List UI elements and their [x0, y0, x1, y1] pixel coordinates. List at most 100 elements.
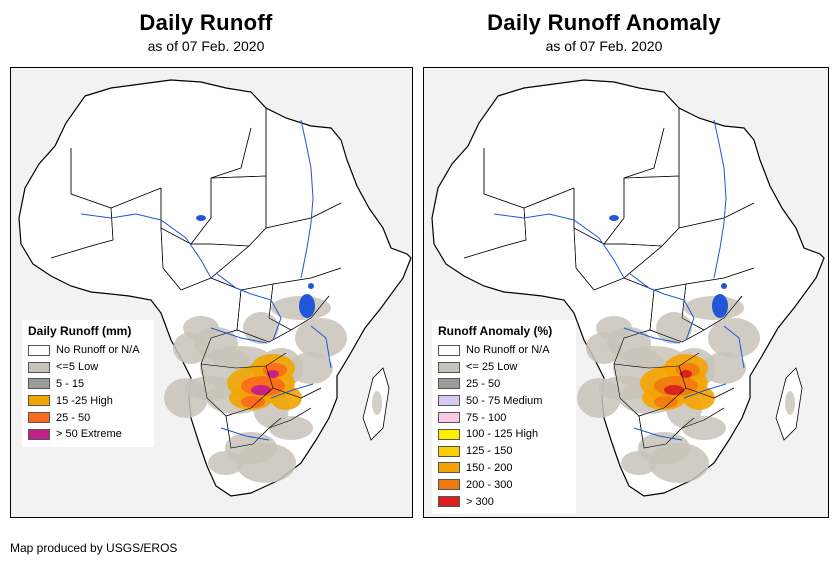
left-runoff-patch [208, 451, 244, 475]
left-river [270, 383, 314, 399]
left-country-border-overlay [225, 415, 282, 449]
right-runoff-patch [708, 318, 760, 358]
left-country-border-overlay [200, 329, 287, 369]
left-runoff-patch [236, 443, 296, 483]
right-legend-item: No Runoff or N/A [438, 342, 570, 359]
right-river [713, 119, 727, 279]
right-lake [609, 215, 619, 221]
right-legend-item: 50 - 75 Medium [438, 392, 570, 409]
left-legend-swatch [28, 412, 50, 424]
left-legend-item: No Runoff or N/A [28, 342, 148, 359]
right-legend-swatch [438, 445, 460, 457]
right-lake [712, 294, 728, 318]
left-river [310, 325, 332, 369]
right-river [628, 272, 695, 341]
right-country-border-overlay [573, 227, 663, 291]
right-legend-swatch [438, 462, 460, 474]
left-river [210, 327, 268, 344]
left-legend-item: <=5 Low [28, 359, 148, 376]
right-legend-swatch [438, 378, 460, 390]
right-runoff-hotspot [654, 396, 678, 408]
left-map-legend: Daily Runoff (mm) No Runoff or N/A <=5 Lo… [22, 320, 154, 447]
left-country-border-overlay [265, 365, 322, 399]
left-legend-label: <=5 Low [56, 361, 99, 374]
right-legend-swatch [438, 428, 460, 440]
right-country-border-overlay [463, 207, 527, 259]
left-legend-item: > 50 Extreme [28, 426, 148, 443]
left-legend-title: Daily Runoff (mm) [28, 324, 132, 338]
right-legend-label: 200 - 300 [466, 478, 513, 491]
right-country-border-overlay [613, 329, 700, 369]
left-legend-label: 5 - 15 [56, 377, 85, 390]
right-map-frame: Runoff Anomaly (%) No Runoff or N/A <= 25… [423, 67, 829, 518]
right-legend-item: 200 - 300 [438, 476, 570, 493]
left-legend-label: 25 - 50 [56, 411, 91, 424]
right-legend-item: 150 - 200 [438, 460, 570, 477]
left-legend-item: 5 - 15 [28, 376, 148, 393]
left-runoff-patch [372, 391, 382, 415]
right-legend-item: <= 25 Low [438, 359, 570, 376]
right-legend-label: 25 - 50 [466, 377, 501, 390]
right-legend-label: 75 - 100 [466, 411, 507, 424]
left-runoff-patch [289, 352, 333, 384]
left-legend-item: 25 - 50 [28, 409, 148, 426]
left-runoff-hotspot [251, 385, 271, 395]
right-runoff-patch [586, 332, 622, 364]
right-legend-label: <= 25 Low [466, 361, 518, 374]
right-river [623, 327, 681, 344]
right-legend-swatch [438, 412, 460, 424]
right-runoff-patch [577, 378, 621, 418]
left-country-border-overlay [50, 207, 114, 259]
left-legend-swatch [28, 428, 50, 440]
right-legend-item: 25 - 50 [438, 376, 570, 393]
right-legend-swatch [438, 395, 460, 407]
left-runoff-patch [295, 318, 347, 358]
left-river [300, 119, 314, 279]
left-map-title: Daily Runoff [139, 10, 273, 35]
right-legend-swatch [438, 361, 460, 373]
left-country-border-overlay [268, 407, 312, 429]
left-africa-map [18, 79, 412, 497]
left-legend-swatch [28, 395, 50, 407]
right-runoff-patch [785, 391, 795, 415]
right-river [683, 383, 727, 399]
left-country-border-overlay [236, 289, 292, 343]
left-runoff-patch [269, 416, 313, 440]
right-legend-label: 100 - 125 High [466, 428, 539, 441]
left-river [80, 213, 212, 279]
right-map-legend: Runoff Anomaly (%) No Runoff or N/A <= 25… [432, 320, 576, 514]
map-credit: Map produced by USGS/EROS [10, 541, 178, 555]
left-runoff-hotspot [241, 396, 265, 408]
right-legend-label: 150 - 200 [466, 461, 513, 474]
right-legend-swatch [438, 496, 460, 508]
right-lake [721, 283, 727, 289]
right-country-border-overlay [638, 415, 695, 449]
right-runoff-hotspot [680, 370, 692, 378]
right-legend-title: Runoff Anomaly (%) [438, 324, 553, 338]
right-legend-label: No Runoff or N/A [466, 344, 550, 357]
left-river [215, 272, 282, 341]
right-runoff-hotspot [664, 385, 684, 395]
right-country-border-overlay [681, 407, 725, 429]
right-legend-item: 75 - 100 [438, 409, 570, 426]
right-map-title: Daily Runoff Anomaly [487, 10, 721, 35]
left-lake [196, 215, 206, 221]
left-country-border-overlay [160, 227, 250, 291]
left-runoff-hotspot [267, 370, 279, 378]
right-country-border-overlay [649, 289, 705, 343]
left-runoff-patch [243, 312, 279, 344]
right-river [493, 213, 625, 279]
left-runoff-patch [164, 378, 208, 418]
right-runoff-patch [702, 352, 746, 384]
left-lake [299, 294, 315, 318]
left-country-border-overlay [70, 148, 162, 209]
left-legend-label: No Runoff or N/A [56, 344, 140, 357]
right-legend-swatch [438, 344, 460, 356]
right-river [633, 427, 683, 441]
right-runoff-patch [649, 443, 709, 483]
right-country-border-overlay [483, 148, 575, 209]
left-runoff-patch [173, 332, 209, 364]
right-river [723, 325, 745, 369]
left-legend-swatch [28, 344, 50, 356]
left-legend-swatch [28, 361, 50, 373]
